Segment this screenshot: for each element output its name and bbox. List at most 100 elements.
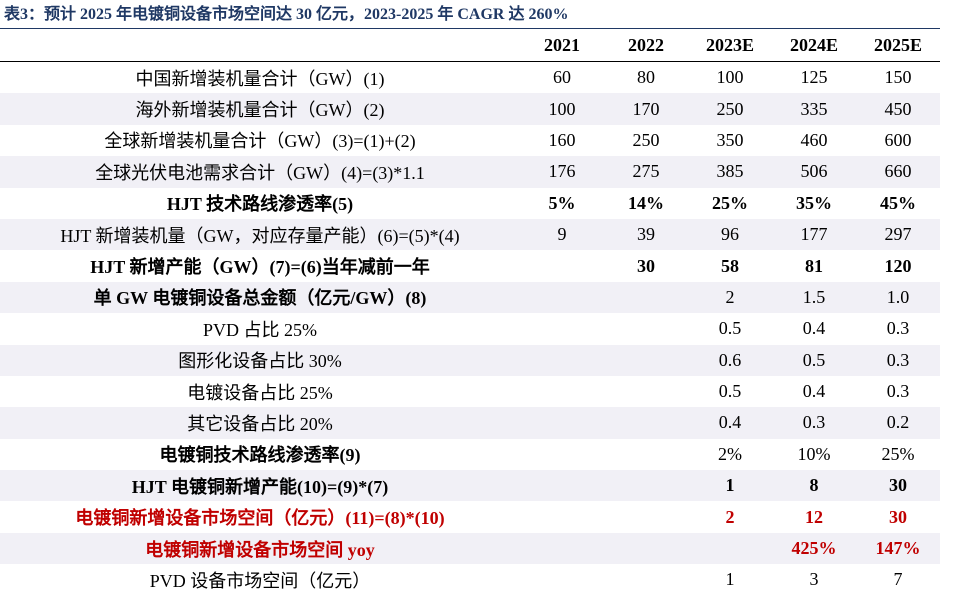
table-row: HJT 新增装机量（GW，对应存量产能）(6)=(5)*(4) 9 39 96 177 2… (0, 218, 940, 251)
row-label: HJT 电镀铜新增产能(10)=(9)*(7) (0, 470, 520, 502)
row-label: 电镀铜新增设备市场空间（亿元）(11)=(8)*(10) (75, 508, 445, 529)
value-cell: 9 (520, 218, 604, 251)
row-label: PVD 设备市场空间（亿元） (149, 570, 371, 591)
empty-cell (520, 344, 604, 376)
table-row: 单 GW 电镀铜设备总金额（亿元/GW）(8) 2 1.5 1.0 (0, 281, 940, 314)
header-corner (0, 29, 520, 62)
value-cell: 350 (716, 129, 744, 150)
value-cell: 0.4 (802, 318, 826, 339)
table-row: 其它设备占比 20% 0.4 0.3 0.2 (0, 407, 940, 439)
table-row: PVD 设备市场空间（亿元） 1 3 7 (0, 564, 940, 595)
column-header: 2023E (688, 29, 772, 62)
value-cell: 0.3 (886, 381, 910, 402)
empty-cell (520, 564, 604, 595)
column-header: 2021 (520, 29, 604, 62)
empty-cell (520, 313, 604, 344)
empty-cell (604, 532, 688, 565)
empty-cell (604, 281, 688, 314)
empty-cell (604, 376, 688, 407)
value-cell: 176 (520, 156, 604, 188)
row-label: 全球光伏电池需求合计（GW）(4)=(3)*1.1 (0, 156, 520, 188)
empty-cell (604, 501, 688, 532)
row-label: HJT 新增产能（GW）(7)=(6)当年减前一年 (90, 257, 430, 278)
table-row: 海外新增装机量合计（GW）(2) 100 170 250 335 450 (0, 93, 940, 125)
value-cell: 177 (772, 218, 856, 251)
table-row: 电镀铜新增设备市场空间 yoy 425% 147% (0, 532, 940, 565)
row-label: 电镀铜技术路线渗透率(9) (159, 445, 361, 466)
table-row: 电镀设备占比 25% 0.5 0.4 0.3 (0, 376, 940, 407)
table-row: PVD 占比 25% 0.5 0.4 0.3 (0, 313, 940, 344)
empty-cell (520, 376, 604, 407)
value-cell: 335 (772, 93, 856, 125)
header-row: 2021 2022 2023E 2024E 2025E (0, 29, 940, 62)
value-cell: 45% (880, 192, 916, 213)
value-cell: 460 (800, 129, 828, 150)
value-cell: 660 (856, 156, 940, 188)
value-cell: 2% (718, 443, 742, 464)
row-label: HJT 新增装机量（GW，对应存量产能）(6)=(5)*(4) (0, 218, 520, 251)
empty-cell (688, 532, 772, 565)
value-cell: 8 (772, 470, 856, 502)
value-cell: 250 (688, 93, 772, 125)
empty-cell (604, 564, 688, 595)
value-cell: 25% (881, 443, 915, 464)
empty-cell (604, 470, 688, 502)
row-label: 电镀铜新增设备市场空间 yoy (0, 532, 520, 565)
table-row: HJT 新增产能（GW）(7)=(6)当年减前一年 30 58 81 120 (0, 250, 940, 281)
value-cell: 0.3 (856, 344, 940, 376)
row-label: 其它设备占比 20% (0, 407, 520, 439)
value-cell: 2 (725, 506, 735, 527)
value-cell: 425% (772, 532, 856, 565)
value-cell: 120 (884, 255, 912, 276)
value-cell: 0.5 (718, 381, 742, 402)
empty-cell (604, 407, 688, 439)
row-label: 中国新增装机量合计（GW）(1) (135, 68, 385, 89)
value-cell: 96 (688, 218, 772, 251)
value-cell: 0.4 (802, 381, 826, 402)
value-cell: 100 (716, 67, 744, 88)
table: 2021 2022 2023E 2024E 2025E 中国新增装机量合计（GW）(1)… (0, 29, 940, 596)
value-cell: 30 (889, 506, 907, 527)
empty-cell (520, 532, 604, 565)
value-cell: 1.0 (856, 281, 940, 314)
empty-cell (520, 501, 604, 532)
value-cell: 0.3 (886, 318, 910, 339)
value-cell: 170 (604, 93, 688, 125)
empty-cell (520, 250, 604, 281)
row-label: 图形化设备占比 30% (0, 344, 520, 376)
table-row: 全球光伏电池需求合计（GW）(4)=(3)*1.1 176 275 385 506 660 (0, 156, 940, 188)
value-cell: 150 (884, 67, 912, 88)
value-cell: 81 (805, 255, 823, 276)
value-cell: 25% (712, 192, 748, 213)
table-row: 电镀铜技术路线渗透率(9) 2% 10% 25% (0, 439, 940, 470)
value-cell: 125 (800, 67, 828, 88)
table-title: 表3：预计 2025 年电镀铜设备市场空间达 30 亿元，2023-2025 年… (0, 0, 940, 29)
empty-cell (604, 313, 688, 344)
row-label: 海外新增装机量合计（GW）(2) (0, 93, 520, 125)
empty-cell (520, 470, 604, 502)
value-cell: 14% (628, 192, 664, 213)
value-cell: 35% (796, 192, 832, 213)
row-label: HJT 技术路线渗透率(5) (166, 194, 354, 215)
column-header: 2024E (772, 29, 856, 62)
value-cell: 147% (856, 532, 940, 565)
row-label: PVD 占比 25% (202, 319, 317, 340)
value-cell: 0.5 (718, 318, 742, 339)
value-cell: 3 (809, 569, 819, 590)
value-cell: 1.5 (772, 281, 856, 314)
table-row: 中国新增装机量合计（GW）(1) 60 80 100 125 150 (0, 62, 940, 94)
value-cell: 2 (688, 281, 772, 314)
empty-cell (520, 407, 604, 439)
value-cell: 297 (856, 218, 940, 251)
value-cell: 60 (553, 67, 571, 88)
value-cell: 0.4 (688, 407, 772, 439)
row-label: 全球新增装机量合计（GW）(3)=(1)+(2) (104, 131, 416, 152)
empty-cell (604, 439, 688, 470)
value-cell: 10% (797, 443, 831, 464)
value-cell: 80 (637, 67, 655, 88)
value-cell: 1 (688, 470, 772, 502)
table-row: HJT 电镀铜新增产能(10)=(9)*(7) 1 8 30 (0, 470, 940, 502)
empty-cell (520, 439, 604, 470)
empty-cell (520, 281, 604, 314)
